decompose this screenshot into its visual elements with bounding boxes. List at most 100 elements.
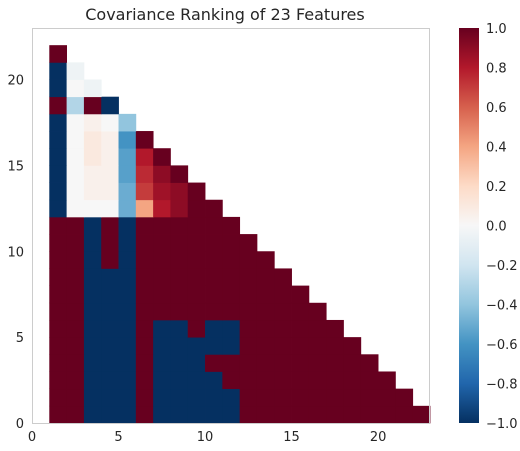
heatmap-cell: [222, 234, 241, 252]
heatmap-cell: [49, 354, 67, 372]
colorbar-tick-label: −0.4: [486, 299, 518, 314]
heatmap-cell: [135, 131, 154, 149]
heatmap-cell: [395, 405, 414, 424]
heatmap-cell: [170, 216, 189, 235]
heatmap-cell: [118, 148, 137, 166]
heatmap-cell: [222, 251, 241, 269]
heatmap-cell: [326, 337, 344, 355]
heatmap-cell: [66, 131, 85, 149]
heatmap-cell: [101, 302, 119, 321]
heatmap-cell: [83, 388, 102, 407]
heatmap-cell: [343, 388, 362, 407]
heatmap-cell: [118, 199, 137, 218]
heatmap-cell: [83, 131, 102, 149]
heatmap-cell: [153, 182, 171, 201]
heatmap-cell: [308, 371, 327, 390]
heatmap-cell: [83, 199, 102, 218]
heatmap-cell: [83, 216, 102, 235]
heatmap-cell: [49, 62, 67, 80]
heatmap-cell: [326, 319, 344, 338]
heatmap-cell: [49, 165, 67, 183]
heatmap-cell: [256, 302, 275, 321]
plot-frame: [32, 28, 430, 424]
heatmap-cell: [239, 251, 258, 269]
heatmap-cell: [101, 354, 119, 372]
heatmap-cell: [170, 285, 189, 304]
heatmap-cell: [83, 234, 102, 252]
heatmap-cell: [66, 302, 85, 321]
heatmap-cell: [360, 354, 379, 372]
heatmap-cell: [239, 354, 258, 372]
heatmap-cell: [66, 251, 85, 269]
heatmap-cell: [135, 234, 154, 252]
heatmap-cell: [49, 79, 67, 98]
heatmap-cell: [205, 285, 223, 304]
heatmap-cell: [239, 285, 258, 304]
heatmap-cell: [239, 388, 258, 407]
heatmap-cell: [187, 268, 206, 286]
heatmap-cell: [101, 182, 119, 201]
heatmap-cell: [274, 285, 292, 304]
heatmap-cell: [308, 302, 327, 321]
heatmap-cell: [205, 199, 223, 218]
heatmap-cell: [66, 165, 85, 183]
colorbar-tick-label: −0.2: [486, 259, 518, 274]
heatmap-cell: [308, 319, 327, 338]
colorbar-tick-label: −0.8: [486, 378, 518, 393]
heatmap-cell: [274, 371, 292, 390]
heatmap-cell: [135, 268, 154, 286]
heatmap-cell: [187, 216, 206, 235]
heatmap-cell: [49, 268, 67, 286]
heatmap-cell: [205, 337, 223, 355]
heatmap-cell: [118, 165, 137, 183]
heatmap-cell: [170, 165, 189, 183]
heatmap-cell: [222, 216, 241, 235]
heatmap-cell: [83, 165, 102, 183]
heatmap-cell: [118, 182, 137, 201]
heatmap-cell: [205, 216, 223, 235]
heatmap-cell: [66, 405, 85, 424]
heatmap-cell: [205, 268, 223, 286]
heatmap-cell: [49, 302, 67, 321]
heatmap-cell: [118, 371, 137, 390]
heatmap-cell: [170, 251, 189, 269]
heatmap-cell: [118, 113, 137, 132]
heatmap-cell: [66, 199, 85, 218]
heatmap-cell: [222, 337, 241, 355]
heatmap-cell: [135, 285, 154, 304]
heatmap-cell: [49, 371, 67, 390]
heatmap-cell: [83, 113, 102, 132]
heatmap-cell: [378, 371, 396, 390]
heatmap-cell: [291, 302, 310, 321]
heatmap-cell: [49, 285, 67, 304]
heatmap-cell: [343, 354, 362, 372]
heatmap-cell: [256, 251, 275, 269]
heatmap-cell: [153, 268, 171, 286]
heatmap-cell: [274, 337, 292, 355]
heatmap-cell: [239, 268, 258, 286]
heatmap-cell: [222, 371, 241, 390]
heatmap-cell: [291, 371, 310, 390]
heatmap-cell: [343, 405, 362, 424]
heatmap-cell: [153, 148, 171, 166]
heatmap-cell: [378, 405, 396, 424]
heatmap-cell: [135, 319, 154, 338]
heatmap-cell: [135, 216, 154, 235]
heatmap-cell: [135, 337, 154, 355]
heatmap-cell: [274, 405, 292, 424]
heatmap-cell: [170, 319, 189, 338]
heatmap-cell: [326, 388, 344, 407]
heatmap-cell: [66, 216, 85, 235]
heatmap-cell: [118, 251, 137, 269]
heatmap-cell: [222, 302, 241, 321]
heatmap-cell: [360, 405, 379, 424]
heatmap-cell: [378, 388, 396, 407]
colorbar-tick-label: 0.2: [486, 180, 507, 195]
heatmap-cell: [101, 405, 119, 424]
heatmap-cell: [256, 319, 275, 338]
heatmap-cell: [187, 285, 206, 304]
heatmap-cell: [49, 216, 67, 235]
y-tick-label: 5: [16, 331, 24, 346]
heatmap-cell: [118, 268, 137, 286]
heatmap-cell: [101, 148, 119, 166]
